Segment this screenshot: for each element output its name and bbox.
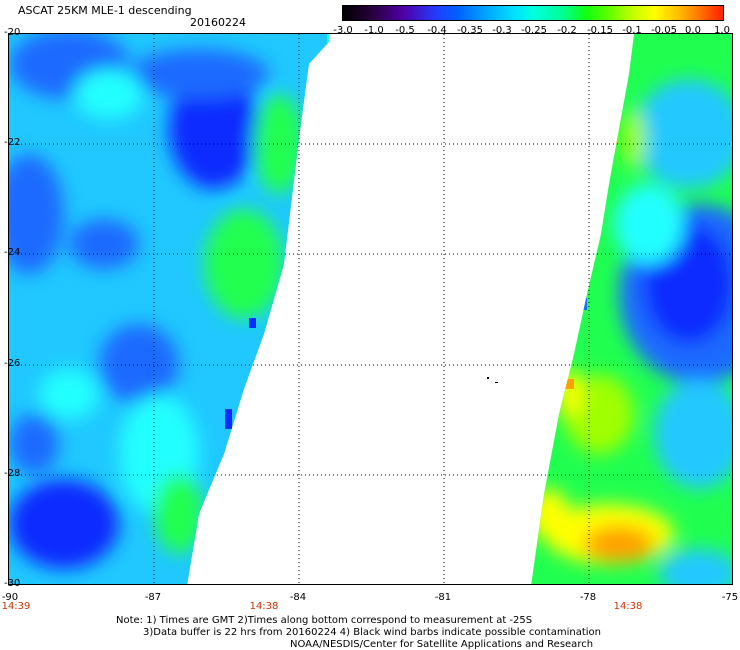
island-marker	[487, 377, 489, 379]
note-line: Note: 1) Times are GMT 2)Times along bot…	[116, 615, 533, 626]
colorbar	[342, 5, 724, 21]
colorbar-label: -0.35	[457, 25, 483, 36]
credit-line: NOAA/NESDIS/Center for Satellite Applica…	[290, 639, 594, 650]
colorbar-label: -3.0	[333, 25, 353, 36]
colorbar-label: -0.3	[492, 25, 512, 36]
lat-tick: -22	[4, 137, 21, 148]
colorbar-label: -0.05	[651, 25, 677, 36]
lat-tick: -20	[4, 27, 21, 38]
colorbar-label: 1.0	[714, 25, 730, 36]
lon-tick: -75	[721, 592, 739, 603]
island-marker	[495, 382, 498, 383]
lat-tick: -24	[4, 247, 21, 258]
lon-tick: -78	[579, 592, 597, 603]
swath-time: 14:39	[1, 601, 31, 612]
colorbar-label: -1.0	[364, 25, 384, 36]
colorbar-label: -0.1	[622, 25, 642, 36]
right-swath	[531, 34, 732, 584]
note-line: 3)Data buffer is 22 hrs from 20160224 4)…	[143, 627, 601, 638]
product-date: 20160224	[190, 16, 246, 29]
grid	[9, 34, 732, 584]
swath-time: 14:38	[613, 601, 643, 612]
swath-time: 14:38	[249, 601, 279, 612]
colorbar-label: -0.2	[557, 25, 577, 36]
colorbar-label: -0.15	[587, 25, 613, 36]
lon-tick: -84	[289, 592, 307, 603]
map-plot	[8, 33, 733, 585]
lat-tick: -28	[4, 468, 21, 479]
colorbar-label: -0.5	[395, 25, 415, 36]
left-swath	[9, 34, 329, 584]
lon-tick: -81	[434, 592, 452, 603]
lon-tick: -90	[1, 592, 19, 603]
colorbar-label: -0.4	[427, 25, 447, 36]
lat-tick: -26	[4, 358, 21, 369]
product-title: ASCAT 25KM MLE-1 descending	[18, 4, 192, 17]
lon-tick: -87	[144, 592, 162, 603]
map-svg	[9, 34, 732, 584]
colorbar-label: -0.25	[521, 25, 547, 36]
colorbar-label: 0.0	[685, 25, 701, 36]
lat-tick: -30	[4, 578, 21, 589]
